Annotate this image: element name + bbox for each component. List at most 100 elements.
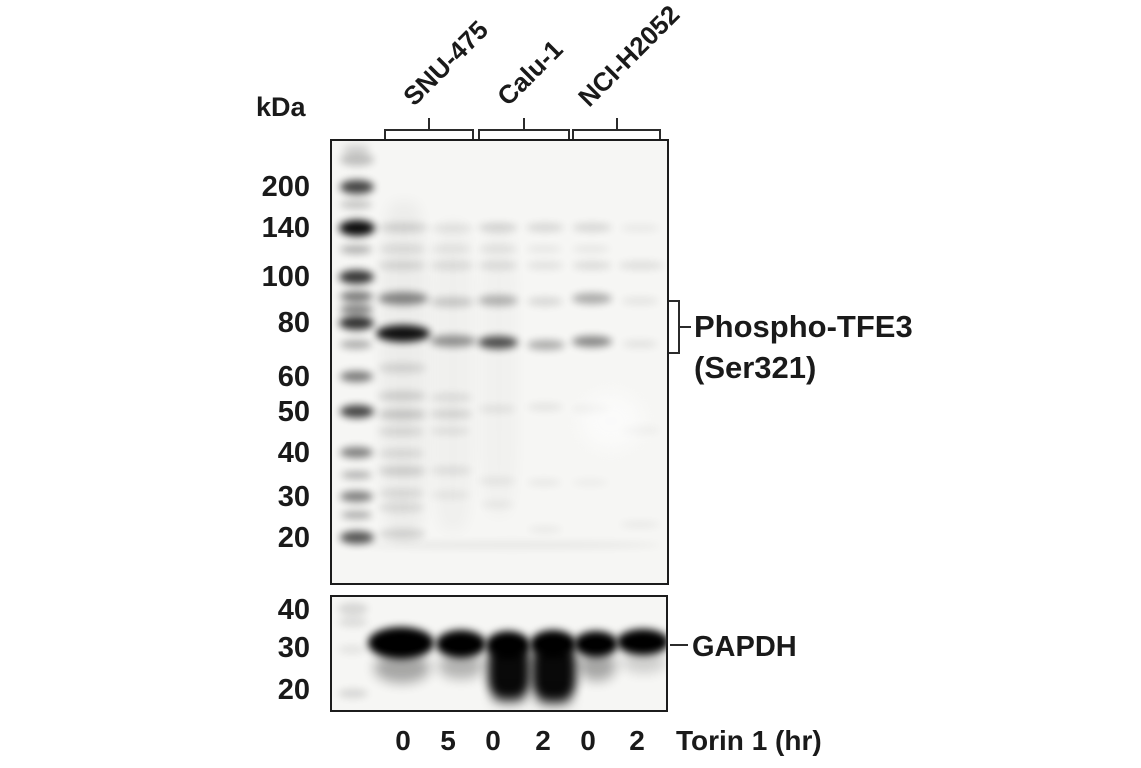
blot-band xyxy=(436,630,486,658)
blot-band xyxy=(572,245,610,253)
blot-band xyxy=(578,651,616,681)
blot-band xyxy=(430,261,474,270)
top-blot-band-layer xyxy=(332,141,667,583)
molecular-weight-marker: 30 xyxy=(277,481,310,513)
blot-band xyxy=(376,325,430,342)
antibody-label: Phospho-TFE3 (Ser321) xyxy=(694,306,913,388)
blot-band xyxy=(340,200,372,209)
blot-band xyxy=(340,447,373,458)
blot-band xyxy=(378,245,426,253)
blot-band xyxy=(378,427,424,436)
molecular-weight-marker: 20 xyxy=(277,674,310,706)
blot-band xyxy=(478,405,516,413)
blot-band xyxy=(430,466,472,475)
phospho-tfe3-band-bracket xyxy=(669,300,691,354)
cell-line-label-calu-1: Calu-1 xyxy=(491,34,569,112)
molecular-weight-marker: 60 xyxy=(277,361,310,393)
blot-band xyxy=(526,223,564,232)
molecular-weight-marker: 200 xyxy=(261,171,310,203)
blot-band xyxy=(430,491,470,499)
blot-band xyxy=(339,270,374,284)
blot-band xyxy=(340,491,373,502)
lane-group-bracket-calu-1 xyxy=(478,118,570,141)
blot-band xyxy=(527,297,563,306)
treatment-time: 2 xyxy=(535,725,551,756)
blot-band xyxy=(478,336,518,349)
treatment-time: 0 xyxy=(580,725,596,756)
blot-band xyxy=(438,653,484,679)
blot-band xyxy=(340,291,373,302)
blot-band xyxy=(528,526,562,533)
blot-band xyxy=(340,340,372,349)
blot-band xyxy=(580,393,642,449)
blot-band xyxy=(340,153,374,166)
blot-band xyxy=(341,471,372,479)
blot-band xyxy=(378,449,424,458)
blot-band xyxy=(617,629,666,655)
blot-band xyxy=(527,340,565,350)
blot-band xyxy=(338,689,368,698)
molecular-weight-marker: 40 xyxy=(277,594,310,626)
blot-band xyxy=(620,224,660,232)
blot-band xyxy=(374,653,430,683)
lane-group-bracket-nci-h2052 xyxy=(572,118,661,141)
blot-band xyxy=(480,501,514,508)
cell-line-label-nci-h2052: NCI-H2052 xyxy=(572,0,686,113)
blot-band xyxy=(339,316,374,330)
blot-band xyxy=(340,405,374,418)
blot-band xyxy=(430,409,472,419)
blot-band xyxy=(430,427,470,435)
blot-band xyxy=(488,643,530,699)
blot-band xyxy=(430,335,476,347)
treatment-time: 0 xyxy=(485,725,501,756)
blot-band xyxy=(340,531,374,544)
blot-band xyxy=(490,691,528,705)
blot-band xyxy=(378,292,428,305)
blot-band xyxy=(478,223,518,232)
cell-line-label-snu-475: SNU-475 xyxy=(397,14,495,112)
blot-band xyxy=(362,541,662,549)
lane-group-bracket-snu-475 xyxy=(384,118,474,141)
molecular-weight-marker: 140 xyxy=(261,212,310,244)
blot-band xyxy=(378,489,424,498)
blot-band xyxy=(621,297,659,305)
blot-band xyxy=(572,261,612,270)
blot-band xyxy=(378,363,426,373)
blot-band xyxy=(572,293,612,304)
blot-band xyxy=(341,511,372,519)
blot-band xyxy=(572,223,612,232)
bottom-blot-panel xyxy=(330,595,668,712)
blot-band xyxy=(338,645,366,654)
molecular-weight-marker: 30 xyxy=(277,632,310,664)
blot-band xyxy=(368,627,434,659)
molecular-weight-marker: 40 xyxy=(277,437,310,469)
blot-band xyxy=(618,261,664,270)
blot-band xyxy=(338,603,368,615)
molecular-weight-marker: 20 xyxy=(277,522,310,554)
blot-band xyxy=(572,479,608,486)
blot-band xyxy=(478,295,518,306)
antibody-label-line1: Phospho-TFE3 xyxy=(694,309,913,344)
antibody-label-line2: (Ser321) xyxy=(694,350,817,385)
blot-band xyxy=(572,336,612,347)
treatment-time: 5 xyxy=(440,725,456,756)
blot-band xyxy=(339,220,375,236)
blot-band xyxy=(534,693,574,707)
blot-band xyxy=(622,651,666,673)
bracket-tick xyxy=(523,118,525,129)
blot-band xyxy=(340,371,373,382)
molecular-weight-marker: 100 xyxy=(261,261,310,293)
blot-band xyxy=(340,245,372,254)
bracket-tick xyxy=(428,118,430,129)
treatment-time: 2 xyxy=(629,725,645,756)
blot-band xyxy=(340,180,374,194)
gapdh-pointer-line xyxy=(670,644,688,646)
blot-band xyxy=(342,144,370,154)
blot-band xyxy=(478,261,518,270)
bracket-tick xyxy=(678,326,691,328)
blot-band xyxy=(378,529,426,539)
molecular-weight-marker: 80 xyxy=(277,307,310,339)
blot-band xyxy=(532,643,576,701)
gapdh-label: GAPDH xyxy=(692,631,797,663)
